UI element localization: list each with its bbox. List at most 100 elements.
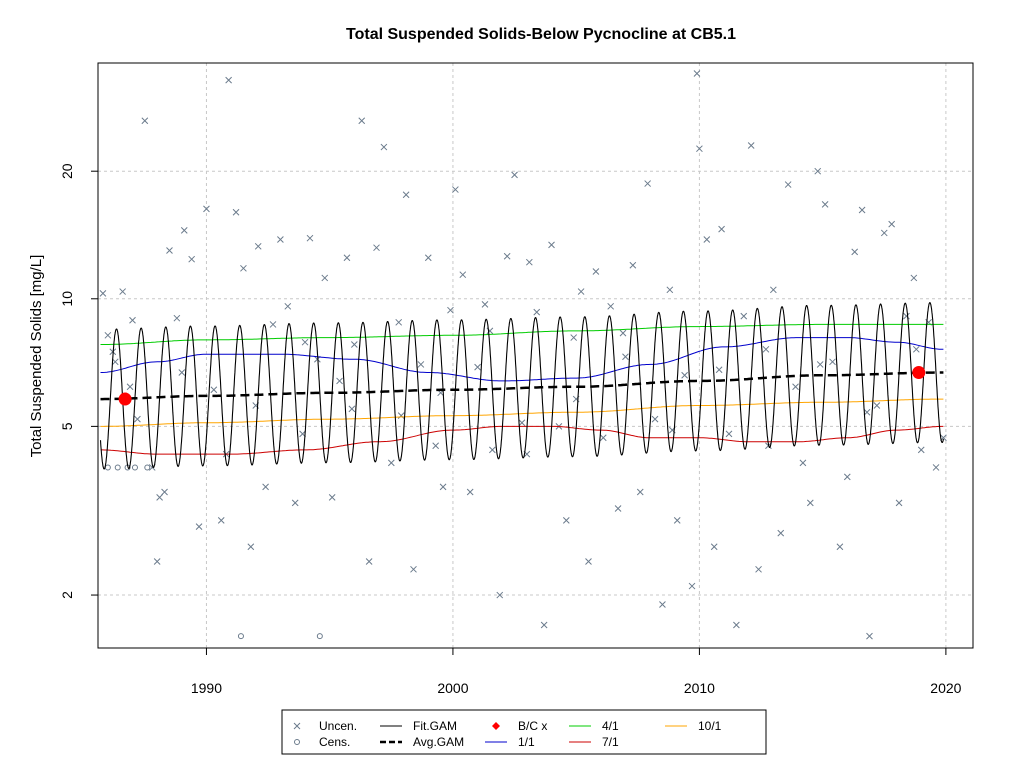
uncensored-point (126, 383, 134, 391)
uncensored-point (733, 621, 740, 629)
uncensored-point (452, 186, 459, 193)
uncensored-point (262, 483, 269, 491)
uncensored-point (153, 558, 161, 565)
uncensored-point (715, 366, 723, 374)
data-layer (99, 70, 947, 640)
uncensored-point (932, 464, 940, 471)
legend-box (281, 709, 767, 755)
uncensored-point (585, 558, 592, 565)
uncensored-point (474, 363, 481, 371)
uncensored-point (348, 405, 356, 413)
uncensored-point (644, 180, 652, 187)
series-line-fit-gam (99, 301, 944, 470)
uncensored-point (247, 543, 255, 551)
uncensored-point (540, 621, 548, 629)
uncensored-point (673, 517, 681, 524)
uncensored-point (755, 565, 762, 573)
uncensored-point (829, 358, 836, 366)
legend-label: 10/1 (698, 719, 722, 733)
uncensored-point (814, 167, 822, 175)
uncensored-point (725, 430, 733, 438)
uncensored-point (496, 591, 504, 599)
uncensored-point (129, 316, 136, 324)
uncensored-point (161, 488, 168, 496)
uncensored-point (466, 488, 474, 496)
uncensored-point (666, 286, 674, 294)
uncensored-point (548, 241, 555, 249)
legend-symbol-diamond (492, 722, 500, 730)
uncensored-point (570, 334, 578, 341)
uncensored-point (180, 227, 188, 234)
censored-point (237, 633, 244, 640)
axes-layer: 1990 2000 2010 2020 2 5 10 20 (59, 62, 974, 696)
uncensored-point (269, 321, 277, 328)
uncensored-point (188, 255, 196, 263)
uncensored-point (614, 505, 622, 512)
uncensored-point (225, 76, 232, 84)
legend-label: Cens. (319, 735, 350, 749)
uncensored-point (784, 181, 792, 188)
uncensored-point (895, 499, 903, 507)
series-line-avg-gam (100, 371, 944, 401)
grid-layer (98, 63, 973, 648)
chart-title: Total Suspended Solids-Below Pycnocline … (346, 26, 736, 43)
uncensored-point (769, 286, 777, 294)
x-tick-label: 1990 (191, 680, 222, 696)
uncensored-point (718, 225, 725, 233)
legend-symbol-x (293, 722, 301, 730)
uncensored-point (858, 206, 866, 214)
uncensored-point (917, 446, 925, 454)
uncensored-point (651, 415, 659, 423)
uncensored-point (866, 632, 873, 640)
uncensored-point (525, 258, 533, 266)
uncensored-point (350, 341, 358, 348)
uncensored-point (696, 145, 703, 153)
uncensored-point (365, 558, 373, 565)
uncensored-point (607, 302, 615, 310)
uncensored-point (439, 483, 447, 491)
uncensored-point (888, 220, 896, 228)
legend-label: 7/1 (602, 735, 619, 749)
uncensored-point (301, 338, 309, 346)
uncensored-point (880, 229, 888, 237)
uncensored-point (659, 601, 666, 608)
uncensored-point (693, 70, 701, 77)
legend-label: Uncen. (319, 719, 357, 733)
uncensored-point (373, 244, 380, 252)
uncensored-point (410, 565, 417, 573)
uncensored-point (688, 582, 696, 590)
x-tick-label: 2020 (930, 680, 961, 696)
series-line-10-1 (100, 398, 944, 427)
uncensored-point (254, 242, 262, 250)
bc-point (912, 366, 926, 380)
uncensored-point (792, 383, 799, 391)
uncensored-point (99, 289, 107, 297)
uncensored-point (599, 434, 607, 442)
uncensored-point (195, 523, 203, 531)
censored-point (144, 464, 151, 471)
uncensored-point (562, 517, 570, 524)
uncensored-point (518, 419, 526, 427)
uncensored-point (622, 353, 629, 361)
uncensored-point (747, 142, 755, 149)
censored-point (316, 633, 323, 640)
legend-symbol-circle (294, 739, 300, 745)
legend: Uncen. Cens. Fit.GAM Avg.GAM B/C x 1/1 4/1 7/1 1… (281, 709, 767, 755)
series-line-4-1 (100, 323, 944, 345)
uncensored-point (447, 306, 454, 314)
censored-point (104, 464, 111, 471)
uncensored-point (358, 117, 366, 125)
uncensored-point (166, 247, 173, 254)
uncensored-point (284, 302, 292, 310)
uncensored-point (912, 345, 920, 353)
uncensored-point (762, 345, 770, 353)
uncensored-point (217, 517, 225, 524)
uncensored-point (111, 358, 119, 366)
uncensored-point (134, 415, 141, 423)
uncensored-point (851, 248, 859, 256)
uncensored-point (503, 252, 511, 260)
legend-label: 4/1 (602, 719, 619, 733)
uncensored-point (636, 488, 644, 496)
